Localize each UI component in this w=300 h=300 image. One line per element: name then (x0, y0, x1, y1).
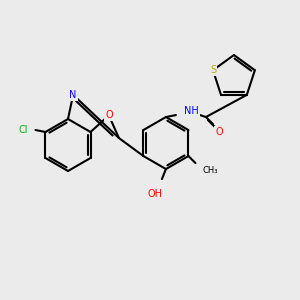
Text: NH: NH (184, 106, 199, 116)
Text: S: S (210, 65, 216, 75)
Text: O: O (105, 110, 113, 121)
Text: N: N (69, 90, 77, 100)
Text: OH: OH (147, 189, 162, 199)
Text: O: O (215, 127, 223, 137)
Text: Cl: Cl (19, 125, 28, 135)
Text: CH₃: CH₃ (202, 166, 218, 175)
